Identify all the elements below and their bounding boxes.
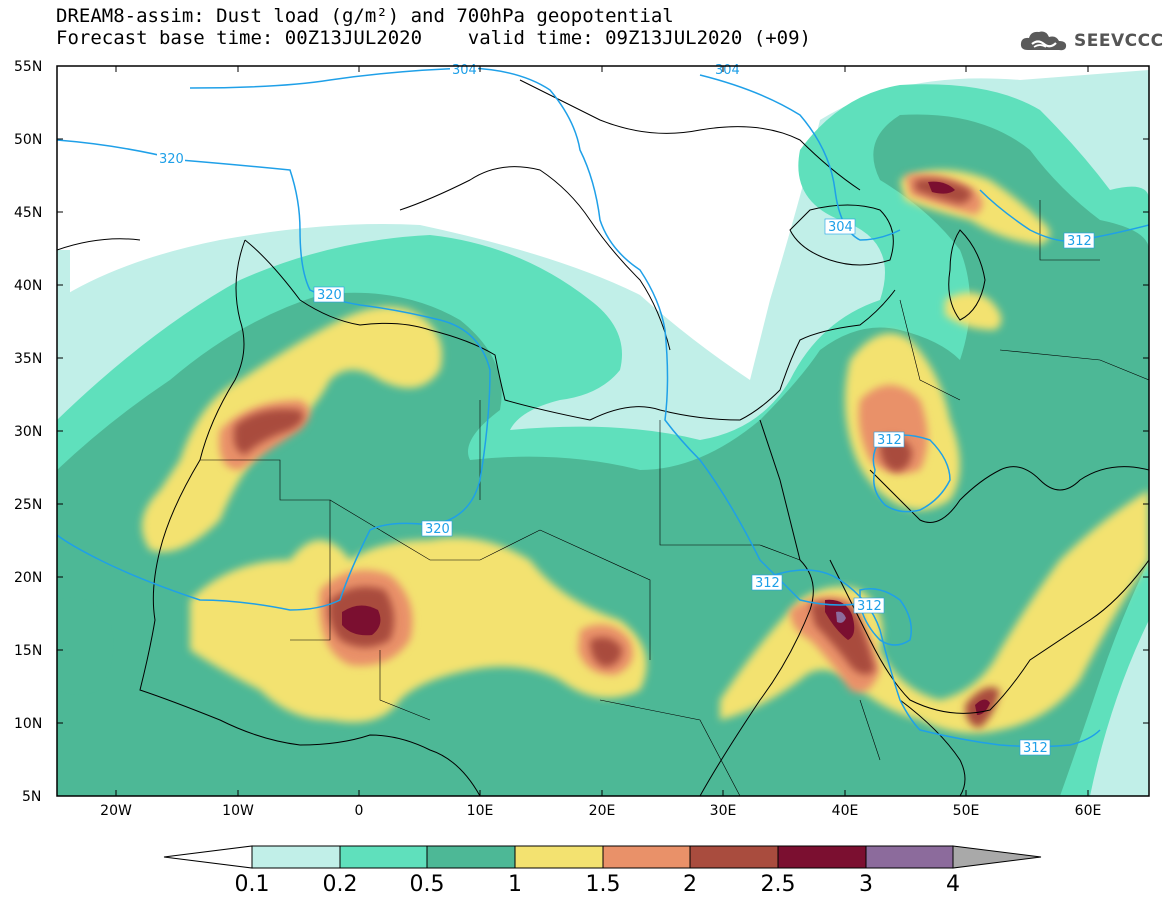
- dust-level-2-redsea: [810, 601, 875, 675]
- lon-label: 60E: [1075, 803, 1102, 819]
- dust-level-0.5-east: [57, 597, 114, 695]
- dust-fields: [57, 66, 1149, 796]
- lat-label: 55N: [14, 59, 42, 75]
- contour-312-east: [759, 569, 1101, 748]
- contour-label: 320: [425, 522, 450, 537]
- contour-312-redsea: [859, 588, 912, 646]
- colorbar-segment: [426, 845, 516, 869]
- dust-level-1-redsea: [720, 490, 1149, 734]
- colorbar-label: 1.5: [586, 872, 621, 897]
- contour-label: 312: [877, 433, 902, 448]
- colorbar-label: 3: [859, 872, 873, 897]
- dust-level-3-redsea: [836, 611, 846, 623]
- lon-label: 10E: [467, 803, 494, 819]
- contour-label: 320: [159, 152, 184, 167]
- logo-text: SEEVCCC: [1074, 31, 1164, 51]
- contour-label: 320: [317, 288, 342, 303]
- lat-label: 15N: [14, 643, 42, 659]
- contour-label: 312: [755, 576, 780, 591]
- colorbar-over-arrow: [952, 845, 1042, 869]
- lat-label: 20N: [14, 570, 42, 586]
- lat-label: 45N: [14, 205, 42, 221]
- colorbar-segment: [602, 845, 691, 869]
- colorbar-segment: [689, 845, 779, 869]
- dust-level-1-morocco: [142, 306, 442, 552]
- latitude-axis: [57, 65, 1149, 724]
- colorbar-label: 2.5: [761, 872, 796, 897]
- dust-level-0.1-west: [57, 250, 70, 430]
- colorbar-segment: [865, 845, 954, 869]
- lon-label: 20W: [100, 803, 132, 819]
- longitude-axis: [115, 66, 1089, 796]
- contour-312-north: [979, 189, 1149, 242]
- map-title: DREAM8-assim: Dust load (g/m²) and 700hP…: [56, 5, 674, 27]
- lon-label: 40E: [832, 803, 859, 819]
- colorbar-label: 0.1: [235, 872, 270, 897]
- colorbar-label: 0.2: [323, 872, 358, 897]
- lon-label: 10W: [222, 803, 254, 819]
- dust-level-2-chad: [590, 637, 622, 667]
- dust-level-2.5-mali: [342, 605, 381, 636]
- contour-304-east: [699, 74, 901, 241]
- cloud-icon: [1020, 31, 1067, 51]
- colorbar-label: 0.5: [410, 872, 445, 897]
- coastlines: [57, 79, 1149, 796]
- colorbar-label: 2: [683, 872, 697, 897]
- colorbar-label: 4: [946, 872, 960, 897]
- lat-label: 40N: [14, 278, 42, 294]
- lat-label: 50N: [14, 132, 42, 148]
- contour-label: 312: [1067, 234, 1092, 249]
- colorbar-under-arrow: [163, 845, 253, 869]
- seevccc-logo: SEEVCCC: [1018, 28, 1164, 54]
- colorbar-segment: [777, 845, 867, 869]
- dust-level-2.5-somalia: [975, 699, 990, 715]
- dust-level-2.5-caspian: [928, 181, 955, 194]
- contour-320: [57, 139, 491, 611]
- dust-level-1-iran: [945, 292, 1002, 330]
- colorbar-label: 1: [508, 872, 522, 897]
- lat-label: 5N: [22, 789, 41, 805]
- colorbar-segment: [251, 845, 341, 869]
- contour-312-gulf: [872, 434, 951, 513]
- colorbar: [163, 845, 1042, 869]
- contour-label: 304: [828, 220, 853, 235]
- dust-level-2-morocco: [233, 409, 304, 455]
- geopotential-contours: [57, 67, 1149, 748]
- lat-label: 35N: [14, 351, 42, 367]
- country-borders: [200, 200, 1149, 796]
- lon-label: 30E: [710, 803, 737, 819]
- contour-label: 312: [857, 599, 882, 614]
- lat-label: 25N: [14, 497, 42, 513]
- lat-label: 10N: [14, 716, 42, 732]
- lat-label: 30N: [14, 424, 42, 440]
- contour-label: 312: [1023, 741, 1048, 756]
- contour-label-layer: 304 304 320 320 320 304 312 312 312 312 …: [157, 62, 1095, 756]
- contour-304-north: [189, 67, 881, 606]
- colorbar-segment: [514, 845, 604, 869]
- dust-level-1-sahel: [190, 537, 647, 723]
- lon-label: 20E: [589, 803, 616, 819]
- colorbar-segment: [339, 845, 428, 869]
- map-subtitle: Forecast base time: 00Z13JUL2020 valid t…: [56, 27, 811, 49]
- lon-label: 0: [355, 803, 364, 819]
- lon-label: 50E: [953, 803, 980, 819]
